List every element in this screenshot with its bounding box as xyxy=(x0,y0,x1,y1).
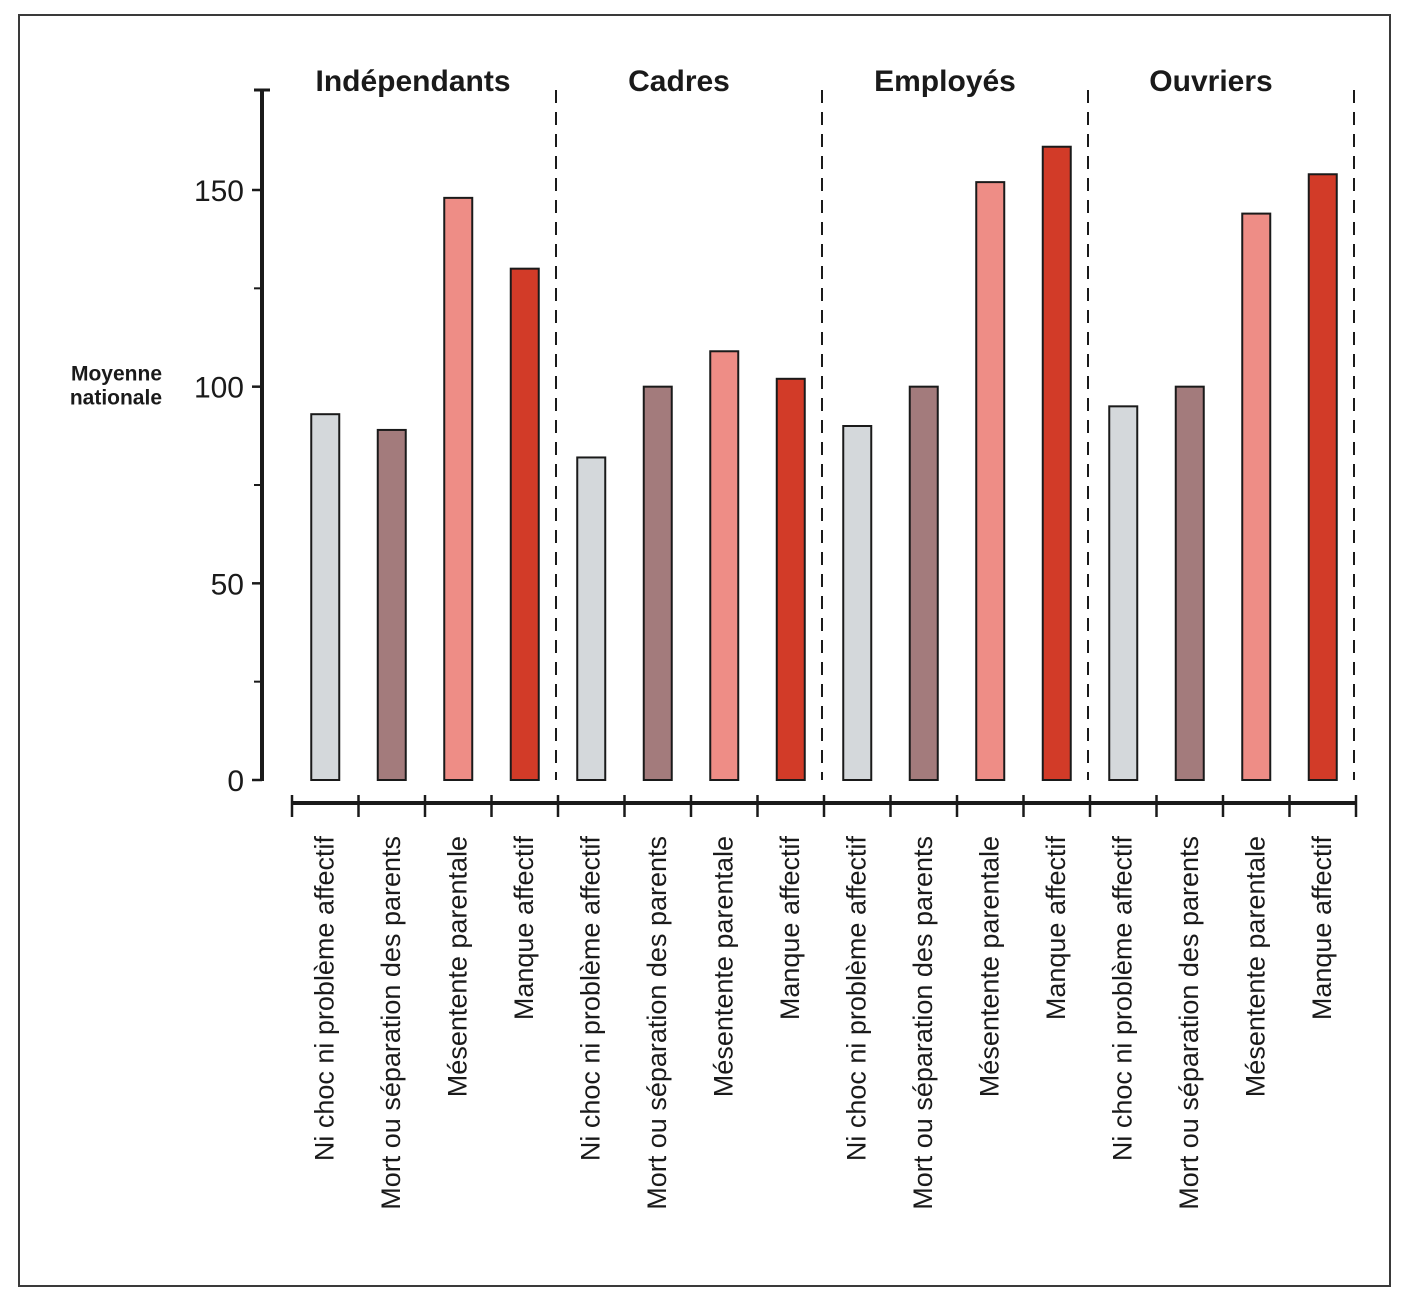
category-label-ouvriers-mesentente-parentale: Mésentente parentale xyxy=(1240,836,1270,1097)
group-title-employes: Employés xyxy=(874,65,1016,98)
bar-independants-mort-ou-separation-des-parents xyxy=(376,428,407,781)
bar-employes-ni-choc-ni-probleme-affectif xyxy=(842,425,873,781)
y-tick-label-150: 150 xyxy=(194,175,244,208)
category-label-employes-ni-choc-ni-probleme-affectif: Ni choc ni problème affectif xyxy=(841,836,871,1162)
group-title-cadres: Cadres xyxy=(628,65,730,98)
bars xyxy=(310,145,1338,782)
bar-cadres-manque-affectif xyxy=(775,377,806,781)
y-tick-label-50: 50 xyxy=(211,568,244,601)
y-tick-label-0: 0 xyxy=(227,765,244,798)
group-titles: Indépendants Cadres Employés Ouvriers xyxy=(315,65,1272,98)
category-label-independants-mesentente-parentale: Mésentente parentale xyxy=(442,836,472,1097)
category-label-employes-manque-affectif: Manque affectif xyxy=(1041,836,1071,1021)
bar-cadres-mort-ou-separation-des-parents xyxy=(642,385,673,781)
category-label-employes-mesentente-parentale: Mésentente parentale xyxy=(974,836,1004,1097)
category-label-employes-mort-ou-separation-des-parents: Mort ou séparation des parents xyxy=(908,836,938,1210)
reference-label-line-1: Moyenne xyxy=(71,363,162,386)
bar-ouvriers-manque-affectif xyxy=(1307,173,1338,781)
axes xyxy=(254,88,1358,817)
group-title-ouvriers: Ouvriers xyxy=(1149,65,1272,98)
category-label-independants-ni-choc-ni-probleme-affectif: Ni choc ni problème affectif xyxy=(309,836,339,1162)
category-label-ouvriers-ni-choc-ni-probleme-affectif: Ni choc ni problème affectif xyxy=(1107,836,1137,1162)
category-label-cadres-mort-ou-separation-des-parents: Mort ou séparation des parents xyxy=(642,836,672,1210)
category-label-cadres-mesentente-parentale: Mésentente parentale xyxy=(708,836,738,1097)
category-label-independants-mort-ou-separation-des-parents: Mort ou séparation des parents xyxy=(376,836,406,1210)
chart-frame xyxy=(18,14,1391,1287)
bar-independants-manque-affectif xyxy=(509,267,540,781)
reference-label-line-2: nationale xyxy=(70,387,162,410)
bar-ouvriers-mort-ou-separation-des-parents xyxy=(1174,385,1205,781)
category-label-ouvriers-manque-affectif: Manque affectif xyxy=(1307,836,1337,1021)
category-label-independants-manque-affectif: Manque affectif xyxy=(509,836,539,1021)
category-label-cadres-manque-affectif: Manque affectif xyxy=(775,836,805,1021)
group-separators xyxy=(555,90,1355,780)
bar-cadres-ni-choc-ni-probleme-affectif xyxy=(576,456,607,781)
bar-employes-mort-ou-separation-des-parents xyxy=(908,385,939,781)
bar-independants-mesentente-parentale xyxy=(443,196,474,782)
bar-independants-ni-choc-ni-probleme-affectif xyxy=(310,413,341,781)
bar-cadres-mesentente-parentale xyxy=(709,350,740,781)
group-title-independants: Indépendants xyxy=(315,65,510,98)
category-labels: Ni choc ni problème affectif Mort ou sépa… xyxy=(309,836,1337,1210)
bar-employes-manque-affectif xyxy=(1041,145,1072,781)
bar-ouvriers-ni-choc-ni-probleme-affectif xyxy=(1108,405,1139,781)
bar-ouvriers-mesentente-parentale xyxy=(1241,212,1272,782)
category-label-cadres-ni-choc-ni-probleme-affectif: Ni choc ni problème affectif xyxy=(575,836,605,1162)
category-label-ouvriers-mort-ou-separation-des-parents: Mort ou séparation des parents xyxy=(1174,836,1204,1210)
bar-employes-mesentente-parentale xyxy=(975,181,1006,781)
y-tick-label-100: 100 xyxy=(194,372,244,405)
y-ticks: 0 50 100 150 xyxy=(194,175,262,798)
